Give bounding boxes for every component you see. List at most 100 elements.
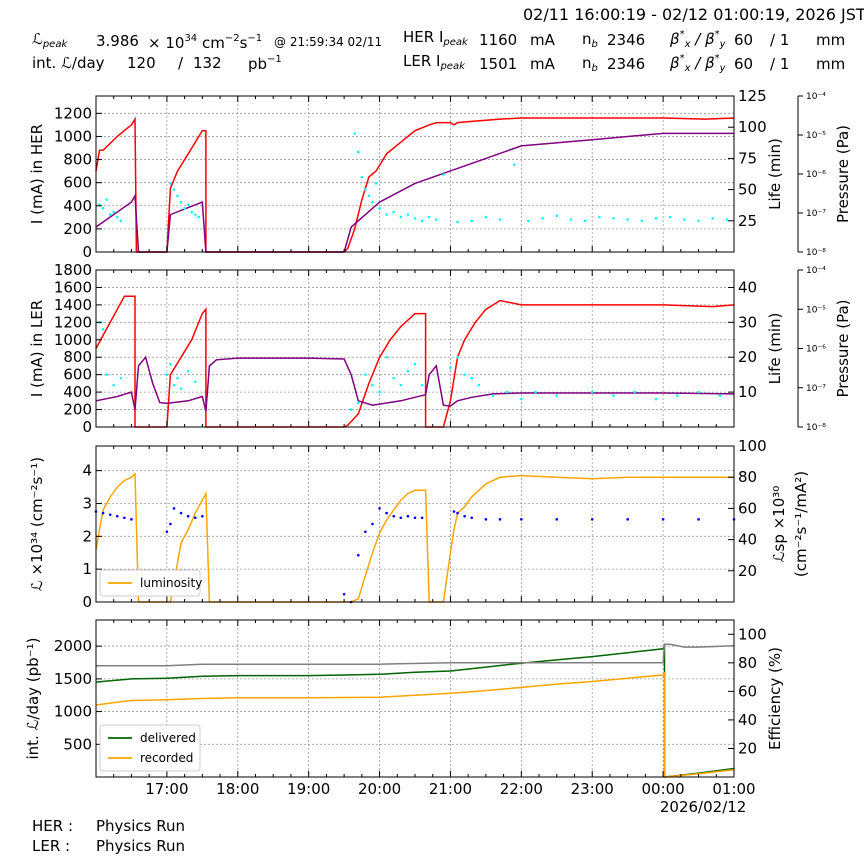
ler-life-point	[399, 383, 403, 387]
ler-beta-unit: mm	[816, 55, 846, 73]
her-ytick-label: 800	[63, 151, 92, 169]
ler-ytick-label: 1600	[54, 278, 92, 296]
her-ytick-label: 0	[82, 243, 92, 261]
her-y3tick-label: 10⁻⁸	[806, 248, 826, 258]
her-life-point	[119, 219, 123, 223]
her-life-point	[711, 217, 715, 220]
ler-life-point	[505, 390, 509, 394]
her-life-point	[527, 219, 530, 223]
ler-life-point	[520, 397, 523, 401]
her-life-point	[176, 194, 179, 198]
integrated-y2tick-label: 80	[738, 654, 757, 672]
her-life-point	[399, 215, 403, 219]
integrated-y2tick-label: 20	[738, 739, 757, 757]
her-life-point	[101, 207, 105, 210]
luminosity-specific-point	[413, 516, 417, 520]
her-current-line	[95, 116, 735, 253]
her-ylabel2: Life (min)	[766, 138, 784, 210]
ler-life-point	[456, 355, 459, 359]
her-ipeak-value: 1160	[479, 31, 518, 49]
her-y2tick-label: 125	[738, 87, 767, 105]
her-y2tick-label: 75	[738, 149, 757, 167]
footer-ler-label: LER :	[32, 837, 71, 855]
ler-ipeak-label: LER Ipeak	[403, 52, 465, 72]
ler-life-point	[101, 328, 105, 331]
her-y2tick-label: 25	[738, 212, 757, 230]
luminosity-specific-point	[661, 518, 665, 521]
lpeak-timestamp: @ 21:59:34 02/11	[274, 35, 383, 49]
her-life-point	[406, 213, 410, 216]
luminosity-specific-point	[406, 514, 410, 518]
her-life-point	[112, 210, 116, 214]
ler-life-point	[697, 390, 700, 394]
luminosity-specific-point	[130, 518, 133, 521]
her-life-point	[442, 173, 445, 176]
x-tick-label: 19:00	[287, 780, 330, 798]
integrated-y2tick-label: 40	[738, 711, 757, 729]
her-life-point	[541, 217, 544, 220]
luminosity-ytick-label: 3	[82, 494, 92, 512]
ler-beta-y-value: / 1	[770, 55, 790, 73]
her-beta-x-value: 60	[734, 31, 754, 49]
her-y3tick-label: 10⁻⁶	[806, 170, 826, 180]
luminosity-specific-point	[115, 514, 119, 518]
integrated-ylabel: int. ℒ/day (pb⁻¹)	[24, 638, 42, 760]
luminosity-legend-label: luminosity	[140, 576, 202, 590]
lpeak-label: ℒpeak	[32, 30, 68, 50]
her-life-point	[356, 150, 360, 154]
ler-life-point	[406, 369, 410, 373]
luminosity-specific-point	[169, 522, 172, 526]
her-y3tick-label: 10⁻⁵	[806, 131, 826, 141]
ler-nb-label: nb	[582, 54, 598, 74]
x-tick-label: 20:00	[358, 780, 401, 798]
her-beta-y-value: / 1	[770, 31, 790, 49]
her-life-point	[115, 215, 119, 219]
time-range: 02/11 16:00:19 - 02/12 01:00:19, 2026 JS…	[523, 5, 864, 24]
her-life-point	[498, 218, 502, 221]
ler-life-point	[176, 376, 179, 380]
footer-her-status: Physics Run	[96, 817, 186, 835]
her-life-point	[484, 215, 488, 219]
integrated-ytick-label: 1500	[54, 670, 92, 688]
ler-ytick-label: 800	[63, 348, 92, 366]
her-life-point	[367, 194, 371, 198]
her-life-point	[190, 210, 193, 214]
footer-ler-status: Physics Run	[96, 837, 186, 855]
ler-life-point	[612, 394, 615, 397]
luminosity-y2tick-label: 60	[738, 499, 757, 517]
ler-life-point	[392, 376, 396, 380]
x-tick-label: 00:00	[641, 780, 684, 798]
her-life-point	[371, 200, 374, 204]
ler-life-point	[193, 380, 197, 383]
ler-ytick-label: 1800	[54, 261, 92, 279]
integrated-recorded-line	[95, 671, 735, 778]
her-life-point	[378, 207, 381, 210]
ler-y3tick-label: 10⁻⁵	[806, 305, 826, 315]
ler-ylabel3: Pressure (Pa)	[834, 299, 852, 397]
ler-beta-label: β*x / β*y	[670, 53, 726, 74]
ler-y3tick-label: 10⁻⁷	[806, 384, 826, 394]
luminosity-legend-box	[99, 569, 201, 597]
her-y3tick-label: 10⁻⁴	[806, 92, 826, 102]
her-life-point	[456, 220, 459, 224]
ler-ytick-label: 600	[63, 366, 92, 384]
x-tick-label: 23:00	[571, 780, 614, 798]
x-tick-label: 17:00	[145, 780, 188, 798]
ler-ytick-label: 0	[82, 418, 92, 436]
luminosity-ytick-label: 0	[82, 593, 92, 611]
ler-y3tick-label: 10⁻⁸	[806, 423, 826, 433]
luminosity-specific-point	[342, 592, 346, 596]
integrated-ytick-label: 1000	[54, 703, 92, 721]
ler-nb-value: 2346	[607, 55, 646, 73]
ler-ytick-label: 1000	[54, 331, 92, 349]
lpeak-mult: × 1034 cm−2s−1	[148, 33, 263, 52]
ler-ytick-label: 200	[63, 401, 92, 419]
her-y2tick-label: 50	[738, 181, 757, 199]
her-beta-label: β*x / β*y	[670, 29, 726, 50]
her-life-point	[360, 175, 364, 179]
her-life-point	[683, 218, 686, 221]
her-y2tick-label: 100	[738, 118, 767, 136]
her-ytick-label: 400	[63, 197, 92, 215]
ler-frame	[95, 269, 735, 428]
